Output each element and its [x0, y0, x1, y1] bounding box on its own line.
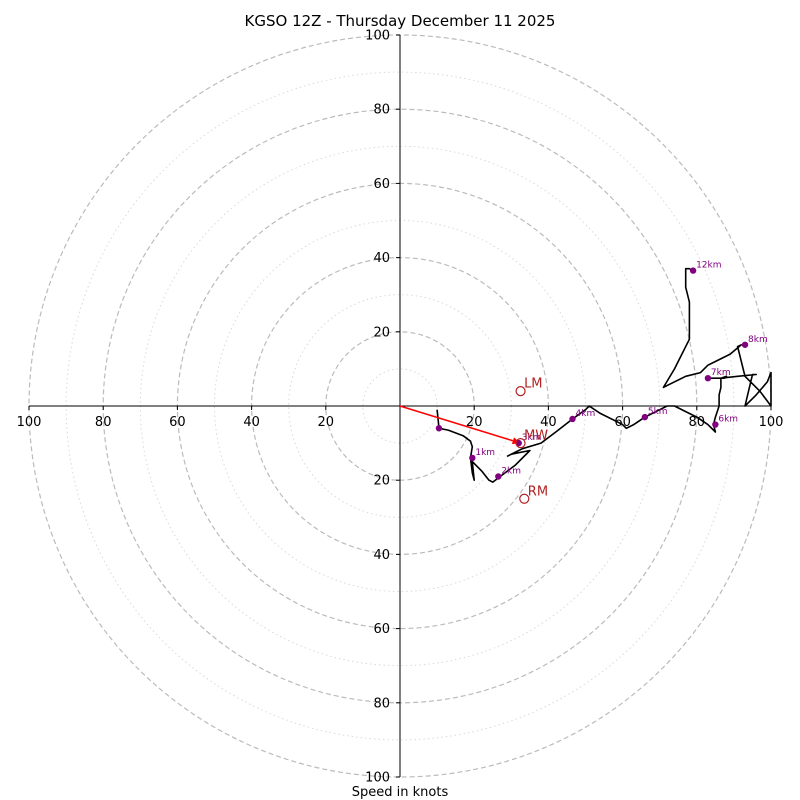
shear-vector [399, 405, 521, 445]
storm-motion-circle [515, 386, 526, 397]
x-tick-label: 60 [614, 415, 631, 430]
y-tick-label: 100 [365, 771, 390, 786]
y-tick-label: 40 [373, 548, 390, 563]
x-tick-label: 100 [17, 415, 42, 430]
tick-labels: 100 80 60 40 20 20 40 60 80 100 100 80 60 40 20 20 40 60 8… [17, 29, 784, 786]
x-tick-label: 40 [540, 415, 557, 430]
y-tick-label: 60 [373, 177, 390, 192]
x-axis-label: Speed in knots [352, 785, 449, 800]
height-marker-label: 7km [711, 368, 731, 378]
x-tick-label: 40 [243, 415, 260, 430]
height-marker-dot [641, 413, 649, 421]
y-tick-label: 80 [373, 696, 390, 711]
y-tick-label: 20 [373, 474, 390, 489]
height-marker-label: 6km [718, 415, 738, 425]
height-marker-dot [741, 341, 749, 348]
height-marker-dot [704, 374, 712, 382]
height-marker-label: 8km [748, 335, 768, 345]
x-tick-label: 20 [318, 415, 335, 430]
storm-motion-label: LM [524, 377, 542, 392]
x-tick-label: 80 [689, 415, 706, 430]
wind-trace [436, 267, 772, 483]
storm-motion-circle [519, 493, 530, 504]
height-marker-dot [569, 415, 576, 423]
storm-motion-markers: LM MW RM [515, 377, 548, 504]
height-marker-dot [515, 439, 522, 447]
storm-motion-label: MW [524, 429, 548, 444]
y-tick-label: 60 [373, 622, 390, 637]
wind-trace-line [436, 267, 772, 483]
height-marker-label: 4km [576, 409, 596, 419]
height-marker-dot [712, 421, 719, 428]
y-tick-label: 80 [373, 103, 390, 118]
y-tick-label: 20 [373, 325, 390, 340]
x-tick-label: 100 [759, 415, 784, 430]
height-marker-label: 1km [475, 448, 495, 458]
height-marker-dot [469, 454, 476, 462]
x-tick-label: 80 [95, 415, 112, 430]
height-marker-dot [689, 267, 697, 274]
chart-title: KGSO 12Z - Thursday December 11 2025 [245, 12, 556, 30]
shear-vector-line [399, 405, 514, 442]
y-tick-label: 100 [365, 29, 390, 44]
height-marker-label: 2km [501, 466, 521, 476]
height-marker-label: 12km [696, 261, 721, 271]
storm-motion-label: RM [528, 484, 548, 499]
height-marker-dot [435, 425, 443, 432]
height-marker-label: 3km [522, 433, 542, 443]
height-markers: 1km 2km 3km 4km 5km 6km 7km 8km 12km [435, 261, 768, 480]
height-marker-dot [495, 473, 502, 480]
x-tick-label: 60 [169, 415, 186, 430]
storm-motion-circle [515, 438, 526, 449]
y-tick-label: 40 [373, 251, 390, 266]
x-tick-label: 20 [466, 415, 483, 430]
height-marker-label: 5km [648, 407, 668, 417]
